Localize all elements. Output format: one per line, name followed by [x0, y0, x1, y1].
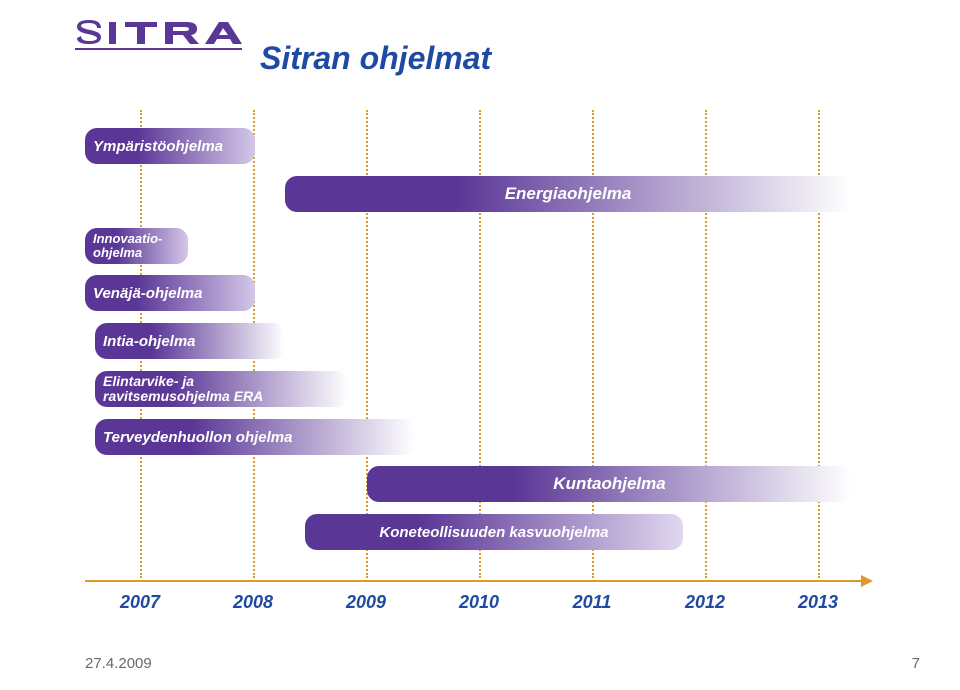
footer-date: 27.4.2009 — [85, 655, 152, 672]
page-title: Sitran ohjelmat — [260, 40, 491, 77]
bar-label: Intia-ohjelma — [95, 333, 196, 350]
bar-label: Ympäristöohjelma — [85, 138, 223, 155]
bar-label: Energiaohjelma — [505, 184, 632, 204]
sitra-logo-icon — [75, 20, 242, 46]
logo-underline — [75, 48, 242, 50]
footer-page: 7 — [912, 655, 920, 672]
timeline-bar: Innovaatio-ohjelma — [85, 228, 188, 264]
timeline-bar: Venäjä-ohjelma — [85, 275, 255, 311]
timeline-axis — [85, 580, 863, 582]
logo — [75, 20, 242, 50]
timeline-bar: Ympäristöohjelma — [85, 128, 255, 164]
bar-label: Terveydenhuollon ohjelma — [95, 429, 292, 446]
year-label: 2009 — [346, 592, 386, 613]
year-label: 2011 — [573, 592, 612, 613]
bar-label: Venäjä-ohjelma — [85, 285, 202, 302]
timeline-bar: Elintarvike- jaravitsemusohjelma ERA — [95, 371, 348, 407]
bar-label: Kuntaohjelma — [553, 474, 665, 494]
year-label: 2007 — [120, 592, 160, 613]
bar-label: Koneteollisuuden kasvuohjelma — [379, 524, 608, 541]
bar-label: Elintarvike- jaravitsemusohjelma ERA — [95, 374, 263, 403]
timeline-bar: Intia-ohjelma — [95, 323, 285, 359]
year-label: 2012 — [685, 592, 725, 613]
timeline-chart: Ympäristöohjelma Energiaohjelma Innovaatio… — [85, 110, 875, 590]
timeline-bar: Terveydenhuollon ohjelma — [95, 419, 415, 455]
year-label: 2008 — [233, 592, 273, 613]
bar-label: Innovaatio-ohjelma — [85, 232, 162, 259]
year-label: 2010 — [459, 592, 499, 613]
timeline-bar: Energiaohjelma — [285, 176, 851, 212]
timeline-bar: Koneteollisuuden kasvuohjelma — [305, 514, 683, 550]
timeline-bar: Kuntaohjelma — [367, 466, 852, 502]
year-label: 2013 — [798, 592, 838, 613]
